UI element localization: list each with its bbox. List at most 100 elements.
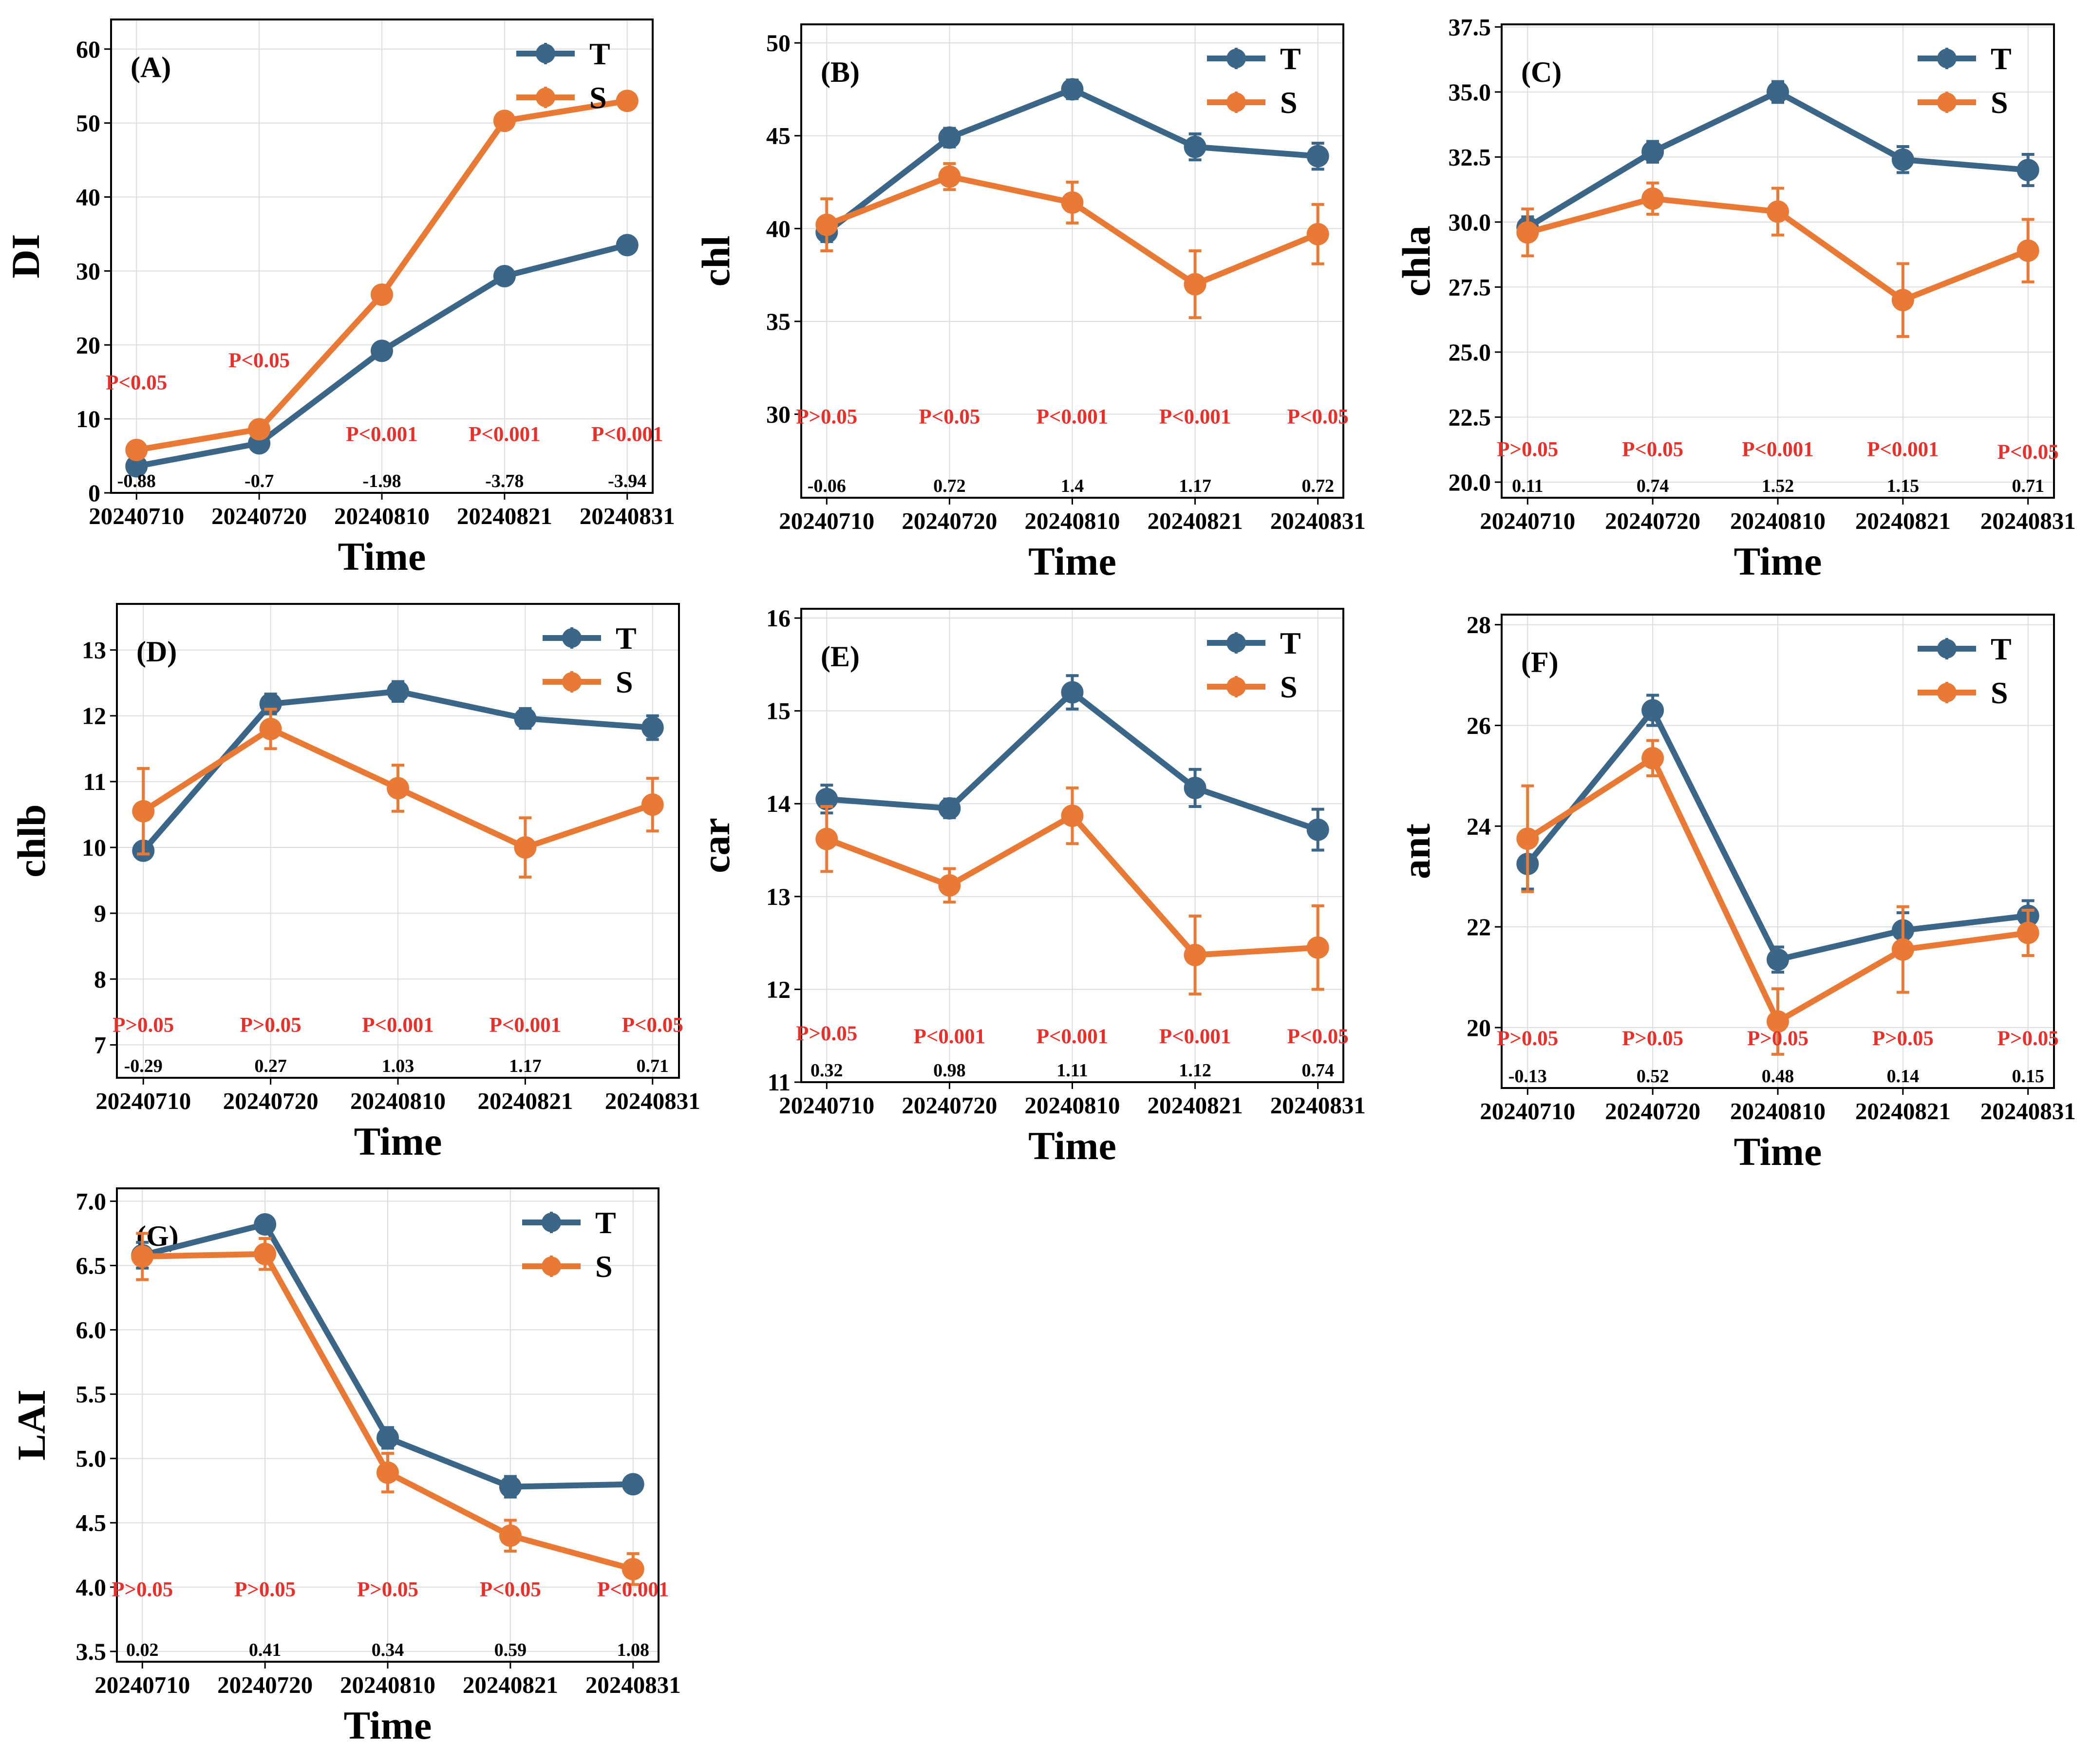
- series-t: [815, 674, 1329, 852]
- data-point-s: [815, 213, 838, 236]
- p-value-label: P<0.001: [591, 423, 663, 446]
- y-tick-label: 22.5: [1449, 403, 1491, 431]
- x-tick-label: 20240710: [779, 1092, 874, 1119]
- legend-marker-t: [562, 628, 582, 648]
- data-point-s: [131, 1245, 154, 1268]
- p-value-label: P>0.05: [234, 1578, 296, 1601]
- data-point-s: [1641, 747, 1664, 769]
- effect-size-label: 0.48: [1762, 1066, 1794, 1087]
- series-s: [1516, 181, 2039, 338]
- y-tick-label: 10: [76, 405, 100, 432]
- p-value-label: P<0.001: [1742, 438, 1814, 461]
- panel-b: 30 35 40 45 50 20240710 20240720 20240810 202408…: [694, 23, 1366, 583]
- data-point-t: [2016, 159, 2039, 182]
- data-point-s: [1641, 187, 1664, 210]
- y-tick-label: 8: [94, 965, 106, 993]
- p-value-label: P<0.001: [490, 1013, 562, 1036]
- y-tick-label: 15: [766, 697, 791, 725]
- p-value-label: P<0.001: [1159, 1025, 1231, 1048]
- p-value-label: P>0.05: [1622, 1027, 1683, 1050]
- y-tick-label: 45: [766, 122, 791, 150]
- y-tick-label: 60: [76, 36, 100, 63]
- panel-f: 20 22 24 26 28 20240710 20240720 20240810 202408…: [1394, 611, 2076, 1174]
- panel-label: (E): [821, 640, 860, 673]
- x-tick-label: 20240710: [1480, 507, 1575, 534]
- legend-label-t: T: [1280, 626, 1301, 660]
- y-tick-label: 35: [766, 308, 791, 335]
- effect-size-label: -3.94: [608, 471, 646, 491]
- y-tick-label: 27.5: [1449, 273, 1491, 300]
- data-point-t: [1061, 681, 1084, 704]
- data-point-t: [125, 455, 148, 478]
- effect-size-label: 0.74: [1301, 1060, 1334, 1081]
- data-point-s: [514, 836, 537, 859]
- p-value-label: P<0.001: [1159, 406, 1231, 429]
- data-point-s: [622, 1558, 644, 1580]
- x-tick-label: 20240710: [95, 1088, 191, 1114]
- effect-size-label: 1.11: [1056, 1060, 1088, 1081]
- effect-size-label: 1.52: [1762, 476, 1794, 496]
- legend: TS: [522, 1205, 616, 1284]
- y-tick-label: 6.5: [76, 1252, 107, 1279]
- effect-size-label: 1.17: [509, 1056, 542, 1076]
- series-s: [125, 90, 639, 461]
- y-tick-label: 3.5: [76, 1638, 107, 1665]
- y-axis-title: DI: [3, 234, 48, 278]
- p-value-label: P>0.05: [796, 1022, 857, 1045]
- data-point-s: [1891, 289, 1914, 312]
- p-value-label: P<0.001: [346, 423, 418, 446]
- x-axis-title: Time: [338, 534, 426, 579]
- y-tick-label: 4.0: [76, 1574, 107, 1601]
- legend-label-s: S: [616, 665, 633, 699]
- data-point-s: [1184, 943, 1206, 966]
- data-point-s: [132, 800, 155, 823]
- y-tick-label: 4.5: [76, 1509, 107, 1537]
- effect-size-label: -0.13: [1508, 1066, 1547, 1087]
- legend-marker-t: [1937, 49, 1957, 68]
- data-point-t: [1641, 699, 1664, 722]
- y-tick-label: 30: [766, 400, 791, 428]
- legend: TS: [1207, 41, 1301, 120]
- p-value-label: P>0.05: [240, 1013, 301, 1036]
- x-tick-label: 20240810: [334, 503, 430, 529]
- data-point-s: [616, 90, 639, 113]
- legend: TS: [1918, 41, 2012, 120]
- y-tick-label: 35.0: [1449, 78, 1491, 106]
- data-point-s: [259, 717, 282, 740]
- x-tick-label: 20240831: [580, 503, 675, 529]
- data-point-t: [641, 716, 664, 739]
- legend: TS: [1207, 626, 1301, 704]
- y-tick-label: 12: [82, 702, 106, 730]
- data-point-s: [377, 1461, 399, 1484]
- p-value-label: P<0.001: [1036, 1025, 1109, 1048]
- x-tick-label: 20240810: [350, 1088, 446, 1114]
- y-tick-label: 9: [94, 900, 106, 927]
- x-tick-label: 20240831: [605, 1088, 700, 1114]
- y-tick-label: 20.0: [1449, 469, 1491, 496]
- x-tick-label: 20240821: [477, 1088, 573, 1114]
- data-point-t: [815, 788, 838, 810]
- data-point-s: [125, 438, 148, 461]
- effect-size-label: -0.7: [245, 471, 274, 491]
- data-point-s: [938, 874, 961, 897]
- legend-label-t: T: [616, 621, 637, 656]
- series-s: [1516, 739, 2039, 1056]
- x-tick-label: 20240821: [1148, 1092, 1243, 1119]
- p-value-label: P<0.001: [914, 1025, 986, 1048]
- effect-size-label: -0.06: [808, 476, 846, 496]
- legend-label-t: T: [1280, 41, 1301, 76]
- x-tick-label: 20240710: [94, 1671, 190, 1698]
- p-value-label: P<0.05: [480, 1578, 541, 1601]
- legend-marker-t: [1226, 49, 1246, 68]
- panel-label: (A): [131, 51, 171, 83]
- y-axis-title: car: [694, 818, 738, 873]
- effect-size-label: 0.41: [249, 1640, 282, 1660]
- y-tick-label: 14: [766, 790, 791, 817]
- data-point-t: [1767, 948, 1789, 971]
- effect-size-label: 0.27: [254, 1056, 287, 1076]
- p-value-label: P<0.001: [469, 423, 541, 446]
- p-value-label: P>0.05: [796, 406, 857, 429]
- p-value-label: P>0.05: [1997, 1027, 2059, 1050]
- data-point-t: [254, 1213, 277, 1236]
